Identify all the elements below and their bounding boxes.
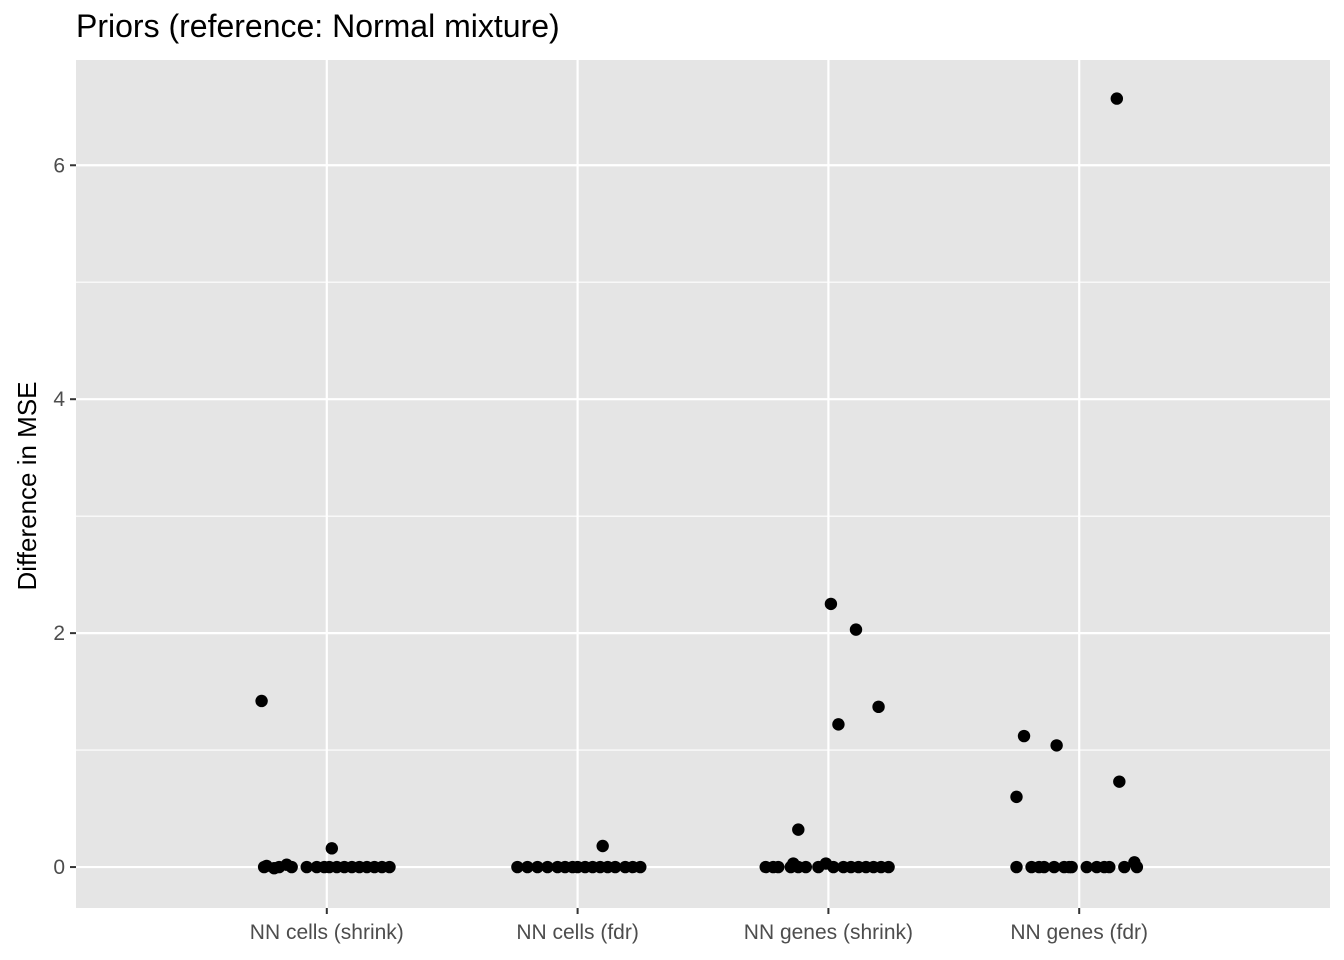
minor-gridlines <box>76 281 1330 751</box>
data-point <box>531 860 544 874</box>
data-point <box>1017 729 1031 743</box>
data-point <box>1130 860 1144 874</box>
data-point <box>541 860 554 874</box>
data-point <box>882 860 895 874</box>
data-point <box>792 823 805 836</box>
data-point <box>1113 775 1126 788</box>
data-point <box>255 694 268 708</box>
data-points <box>255 92 1144 875</box>
data-point <box>849 623 863 636</box>
y-tick-label: 6 <box>53 154 65 177</box>
data-point <box>521 860 534 874</box>
data-point <box>824 597 838 611</box>
x-tick-label: NN cells (shrink) <box>250 921 404 944</box>
data-point <box>609 860 622 874</box>
y-tick-label: 4 <box>53 388 65 411</box>
data-point <box>1010 860 1023 874</box>
data-point <box>872 700 885 714</box>
data-point <box>1037 860 1051 874</box>
chart-title: Priors (reference: Normal mixture) <box>76 8 560 44</box>
data-point <box>300 860 313 874</box>
y-tick-label: 2 <box>53 622 65 645</box>
data-point <box>383 860 396 874</box>
x-tick-label: NN genes (shrink) <box>744 921 913 944</box>
y-tick-label: 0 <box>53 856 65 879</box>
x-axis: NN cells (shrink) NN cells (fdr) NN genes … <box>250 908 1148 944</box>
data-point <box>634 860 647 874</box>
data-point <box>1050 739 1063 752</box>
data-point <box>272 860 286 874</box>
x-tick-label: NN genes (fdr) <box>1010 921 1148 944</box>
data-point <box>1062 860 1076 874</box>
data-point <box>832 718 845 731</box>
data-point <box>285 860 298 874</box>
data-point <box>1118 860 1131 874</box>
data-point <box>1103 860 1116 874</box>
data-point <box>812 860 825 874</box>
data-point <box>1010 790 1023 804</box>
data-point <box>511 860 524 874</box>
x-tick-label: NN cells (fdr) <box>516 921 639 944</box>
data-point <box>827 860 840 874</box>
y-axis-title: Difference in MSE <box>12 381 42 590</box>
data-point <box>1047 860 1061 874</box>
y-axis: 0 2 4 6 <box>53 154 76 879</box>
data-point <box>1080 860 1093 874</box>
data-point <box>799 860 813 874</box>
plot-panel <box>76 60 1330 908</box>
data-point <box>325 842 339 855</box>
data-point <box>1110 92 1124 105</box>
data-point <box>596 839 609 853</box>
data-point <box>772 860 785 874</box>
